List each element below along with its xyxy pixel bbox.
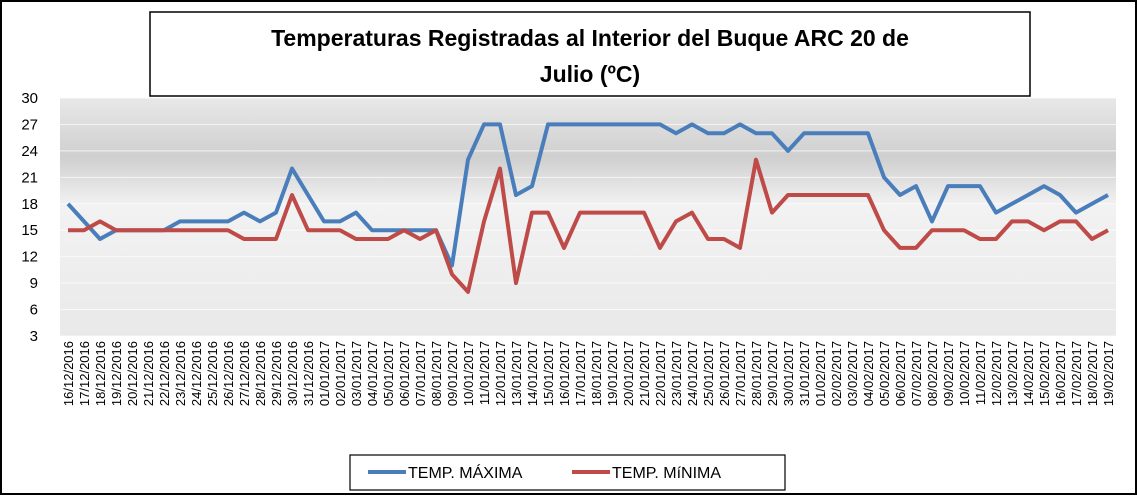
y-tick-label: 21	[21, 169, 38, 186]
x-tick-label: 19/12/2016	[109, 341, 124, 406]
x-tick-label: 12/02/2017	[989, 341, 1004, 406]
x-tick-label: 29/12/2016	[269, 341, 284, 406]
x-tick-label: 04/02/2017	[861, 341, 876, 406]
x-tick-label: 07/02/2017	[909, 341, 924, 406]
plot-background	[60, 98, 1116, 336]
x-tick-label: 07/01/2017	[413, 341, 428, 406]
x-tick-label: 12/01/2017	[493, 341, 508, 406]
x-tick-label: 31/01/2017	[797, 341, 812, 406]
x-tick-label: 16/12/2016	[61, 341, 76, 406]
x-tick-label: 28/01/2017	[749, 341, 764, 406]
x-tick-label: 03/02/2017	[845, 341, 860, 406]
x-tick-label: 11/02/2017	[973, 341, 988, 405]
x-tick-label: 13/01/2017	[509, 341, 524, 406]
x-tick-label: 09/01/2017	[445, 341, 460, 406]
x-tick-label: 25/12/2016	[205, 341, 220, 406]
x-tick-label: 22/01/2017	[653, 341, 668, 406]
x-tick-label: 01/01/2017	[317, 341, 332, 406]
x-tick-label: 14/01/2017	[525, 341, 540, 406]
x-tick-label: 22/12/2016	[157, 341, 172, 406]
y-tick-label: 15	[21, 222, 38, 239]
x-tick-label: 18/01/2017	[589, 341, 604, 406]
chart-title: Temperaturas Registradas al Interior del…	[271, 25, 909, 51]
y-tick-label: 18	[21, 196, 38, 213]
x-tick-label: 18/02/2017	[1085, 341, 1100, 406]
legend-label: TEMP. MíNIMA	[612, 465, 721, 482]
x-tick-label: 27/01/2017	[733, 341, 748, 406]
x-tick-label: 03/01/2017	[349, 341, 364, 406]
x-tick-label: 05/01/2017	[381, 341, 396, 406]
x-tick-label: 19/01/2017	[605, 341, 620, 406]
x-tick-label: 05/02/2017	[877, 341, 892, 406]
x-tick-label: 23/01/2017	[669, 341, 684, 406]
x-tick-label: 06/01/2017	[397, 341, 412, 406]
x-tick-label: 11/01/2017	[477, 341, 492, 405]
x-tick-label: 02/02/2017	[829, 341, 844, 406]
x-tick-label: 27/12/2016	[237, 341, 252, 406]
x-tick-label: 04/01/2017	[365, 341, 380, 406]
x-tick-label: 16/01/2017	[557, 341, 572, 406]
x-tick-label: 26/01/2017	[717, 341, 732, 406]
x-tick-label: 17/01/2017	[573, 341, 588, 406]
x-tick-label: 25/01/2017	[701, 341, 716, 406]
x-tick-label: 21/01/2017	[637, 341, 652, 406]
x-tick-label: 30/12/2016	[285, 341, 300, 406]
legend-label: TEMP. MÁXIMA	[408, 463, 523, 482]
x-tick-label: 24/01/2017	[685, 341, 700, 406]
y-tick-label: 9	[30, 275, 38, 292]
x-tick-label: 20/01/2017	[621, 341, 636, 406]
chart: 3 6 9 12 15 18 21 24 27 30 Temperaturas Registrad…	[0, 0, 1137, 495]
x-tick-label: 08/02/2017	[925, 341, 940, 406]
x-tick-label: 08/01/2017	[429, 341, 444, 406]
x-tick-label: 28/12/2016	[253, 341, 268, 406]
y-tick-label: 12	[21, 249, 38, 266]
x-tick-label: 31/12/2016	[301, 341, 316, 406]
chart-title: Julio (ºC)	[540, 61, 640, 87]
x-tick-label: 16/02/2017	[1053, 341, 1068, 406]
x-tick-label: 02/01/2017	[333, 341, 348, 406]
x-tick-label: 26/12/2016	[221, 341, 236, 406]
x-tick-label: 20/12/2016	[125, 341, 140, 406]
x-tick-label: 18/12/2016	[93, 341, 108, 406]
x-tick-label: 17/12/2016	[77, 341, 92, 406]
x-tick-label: 01/02/2017	[813, 341, 828, 406]
x-tick-label: 23/12/2016	[173, 341, 188, 406]
x-tick-label: 13/02/2017	[1005, 341, 1020, 406]
y-tick-label: 3	[30, 328, 38, 345]
x-tick-label: 15/02/2017	[1037, 341, 1052, 406]
x-tick-label: 09/02/2017	[941, 341, 956, 406]
x-tick-label: 21/12/2016	[141, 341, 156, 406]
x-tick-label: 06/02/2017	[893, 341, 908, 406]
x-tick-label: 17/02/2017	[1069, 341, 1084, 406]
page: {"chart_data": { "type": "line", "title_…	[0, 0, 1137, 500]
x-tick-label: 24/12/2016	[189, 341, 204, 406]
y-tick-label: 6	[30, 302, 38, 319]
x-tick-label: 29/01/2017	[765, 341, 780, 406]
x-tick-label: 10/02/2017	[957, 341, 972, 406]
y-tick-label: 30	[21, 90, 38, 107]
y-tick-label: 27	[21, 116, 38, 133]
y-tick-label: 24	[21, 143, 38, 160]
x-tick-label: 30/01/2017	[781, 341, 796, 406]
x-tick-label: 10/01/2017	[461, 341, 476, 406]
x-tick-label: 19/02/2017	[1101, 341, 1116, 406]
x-tick-label: 14/02/2017	[1021, 341, 1036, 406]
x-tick-label: 15/01/2017	[541, 341, 556, 406]
